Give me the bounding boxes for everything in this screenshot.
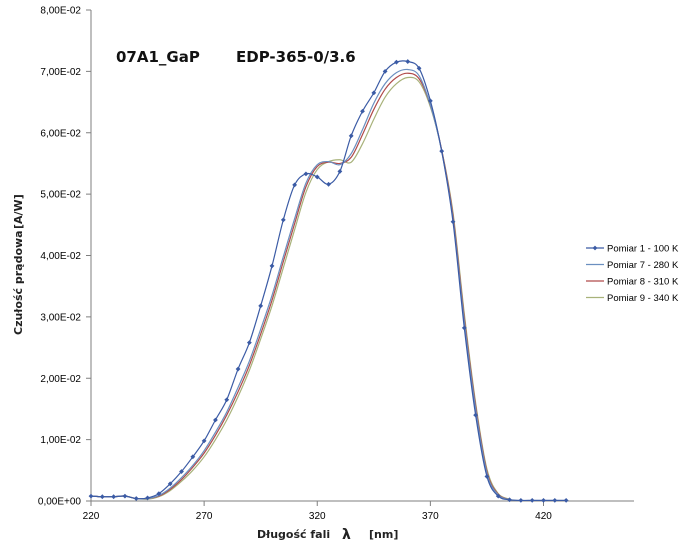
- x-tick-label: 320: [309, 511, 326, 522]
- y-tick-label: 0,00E+00: [38, 497, 82, 508]
- y-tick-label: 6,00E-02: [40, 128, 81, 139]
- data-point: [122, 493, 128, 499]
- data-point: [450, 219, 456, 225]
- data-point: [179, 469, 184, 474]
- x-tick-label: 420: [535, 511, 552, 522]
- data-point: [507, 497, 512, 503]
- data-point: [303, 171, 309, 177]
- legend-marker: [592, 245, 598, 251]
- data-point: [292, 182, 298, 188]
- x-tick-label: 220: [83, 511, 100, 522]
- data-point: [167, 481, 173, 487]
- y-axis-label: Czułość prądowa: [12, 230, 25, 335]
- data-point: [235, 366, 241, 372]
- data-point: [360, 108, 365, 114]
- data-point: [145, 495, 150, 501]
- data-point: [541, 497, 546, 503]
- chart-title: 07A1_GaP: [116, 48, 200, 66]
- y-axis-title-group: Czułość prądowa [A/W]: [12, 194, 25, 335]
- data-point: [326, 181, 331, 187]
- data-point: [269, 263, 275, 269]
- data-point: [495, 493, 501, 499]
- data-point: [382, 68, 388, 74]
- data-point: [280, 217, 286, 223]
- data-point: [394, 59, 399, 65]
- data-point: [518, 497, 524, 503]
- x-tick-label: 370: [422, 511, 439, 522]
- data-point: [416, 65, 422, 71]
- data-point: [190, 454, 196, 460]
- data-point: [473, 412, 479, 418]
- data-point: [484, 474, 490, 479]
- y-tick-label: 2,00E-02: [40, 374, 81, 385]
- data-point: [88, 493, 94, 499]
- data-point: [314, 174, 320, 180]
- x-axis-unit: [nm]: [369, 528, 398, 541]
- data-point: [371, 90, 377, 96]
- legend-label: Pomiar 9 - 340 K: [607, 293, 679, 304]
- y-tick-label: 5,00E-02: [40, 190, 81, 201]
- data-point: [201, 438, 207, 444]
- y-tick-label: 7,00E-02: [40, 67, 81, 78]
- data-point: [405, 59, 411, 64]
- data-point: [224, 397, 230, 403]
- data-point: [337, 169, 343, 174]
- data-point: [563, 497, 569, 503]
- data-point: [529, 497, 535, 503]
- legend-label: Pomiar 8 - 310 K: [607, 277, 679, 288]
- legend-label: Pomiar 7 - 280 K: [607, 260, 679, 271]
- y-axis-ticks: 0,00E+00 1,00E-02 2,00E-02 3,00E-02 4,00E-02…: [38, 6, 91, 508]
- data-point: [111, 494, 117, 500]
- data-point: [348, 133, 354, 139]
- x-axis-symbol: λ: [342, 527, 351, 543]
- data-point: [258, 303, 264, 309]
- x-tick-label: 270: [196, 511, 213, 522]
- legend: Pomiar 1 - 100 K Pomiar 7 - 280 K Pomiar 8…: [586, 244, 679, 304]
- y-tick-label: 4,00E-02: [40, 251, 81, 262]
- legend-label: Pomiar 1 - 100 K: [607, 244, 679, 255]
- y-axis-unit: [A/W]: [12, 194, 25, 229]
- data-point: [439, 148, 445, 154]
- x-axis-label: Długość fali: [257, 528, 330, 541]
- data-point: [133, 496, 139, 501]
- data-point: [552, 497, 558, 503]
- chart-subtitle: EDP-365-0/3.6: [236, 48, 356, 66]
- series-layer: [88, 59, 569, 503]
- y-tick-label: 8,00E-02: [40, 6, 81, 17]
- data-point: [156, 491, 162, 497]
- y-tick-label: 3,00E-02: [40, 312, 81, 323]
- y-tick-label: 1,00E-02: [40, 435, 81, 446]
- data-point: [213, 417, 218, 423]
- data-point: [246, 340, 252, 346]
- data-point: [99, 494, 105, 500]
- data-point: [461, 325, 467, 331]
- data-point: [427, 98, 433, 104]
